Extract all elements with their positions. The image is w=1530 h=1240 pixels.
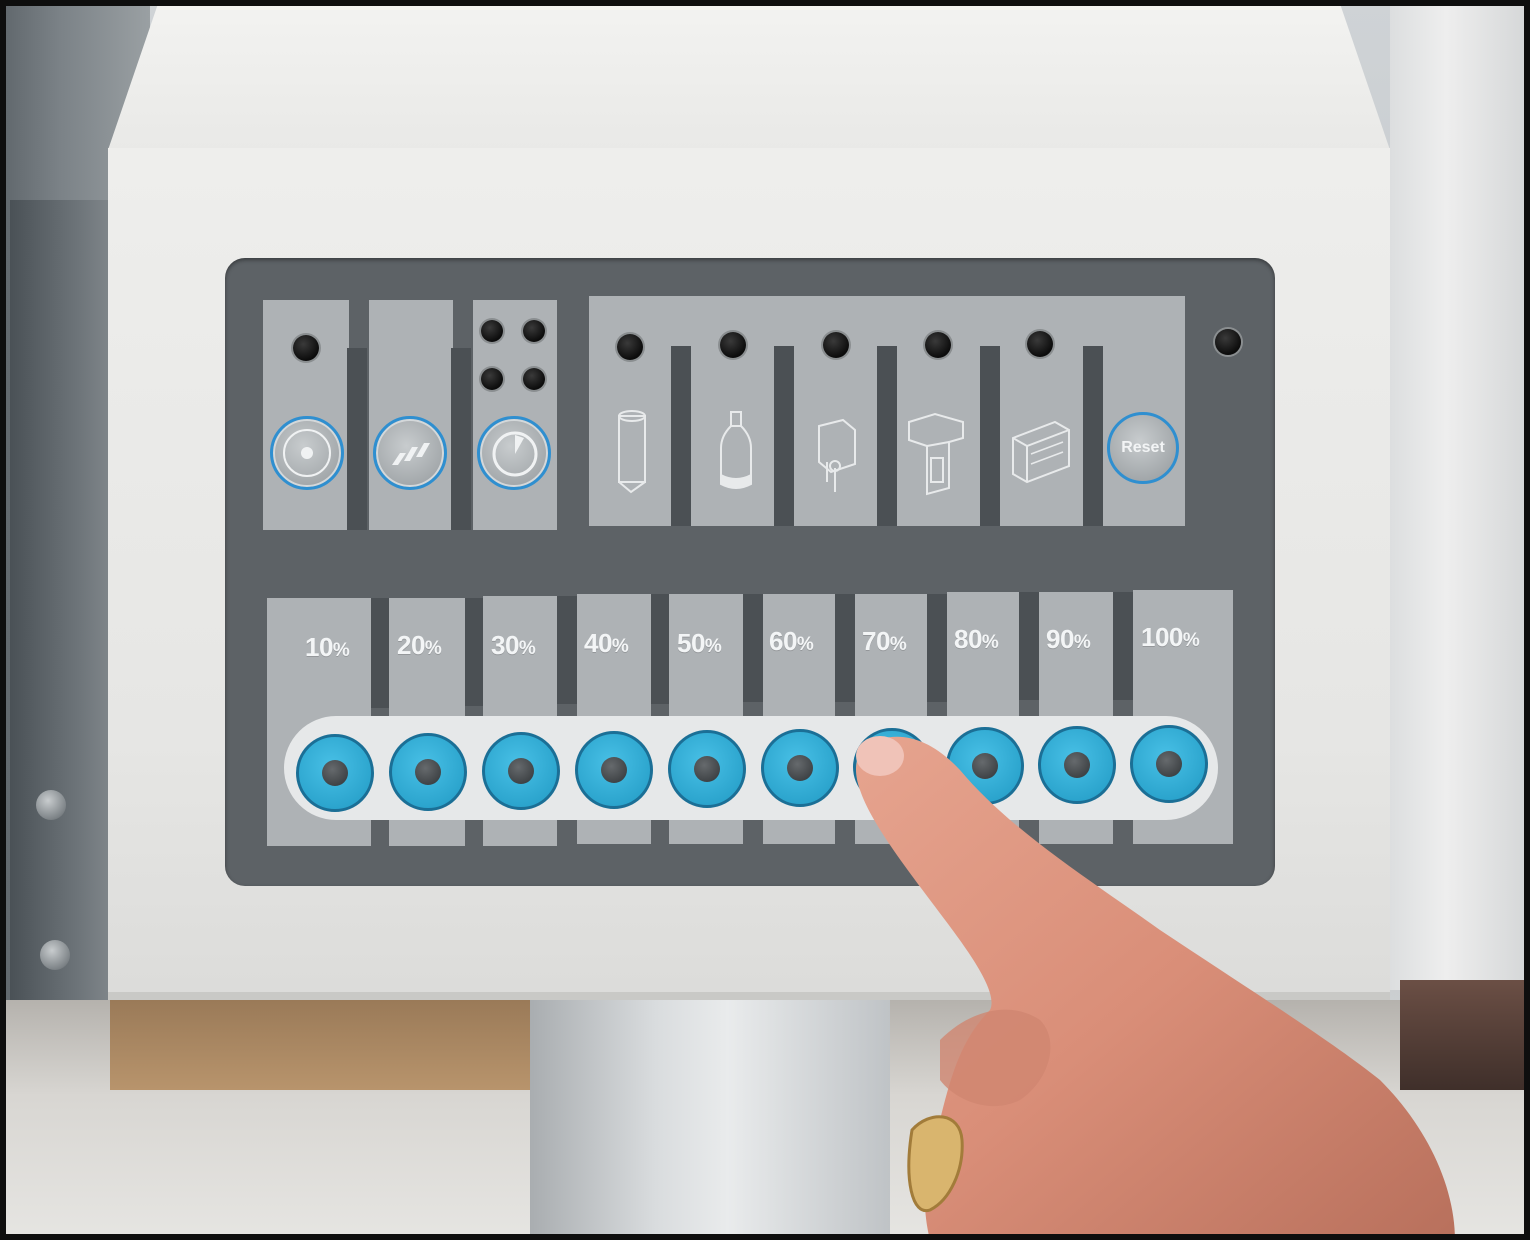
percent-button-20[interactable] (389, 733, 467, 811)
status-led (925, 332, 951, 358)
background-wood (110, 1000, 550, 1090)
bag-icon (818, 418, 856, 492)
percent-label-70: 70% (862, 626, 907, 656)
blocks-button[interactable] (373, 416, 447, 490)
blocks-icon (392, 443, 430, 465)
status-led (617, 334, 643, 360)
percent-label-30: 30% (491, 630, 536, 660)
dispenser-icon (908, 412, 964, 496)
status-led (720, 332, 746, 358)
tile-divider (980, 346, 1000, 526)
percent-label-10: 10% (305, 632, 350, 662)
tile-divider (671, 346, 691, 526)
status-led (481, 320, 503, 342)
percent-button-60[interactable] (761, 729, 839, 807)
function-tile (369, 300, 453, 530)
tile-divider (1019, 592, 1039, 700)
tile-divider (927, 594, 947, 702)
tile-divider (557, 596, 577, 704)
status-led (481, 368, 503, 390)
status-led (523, 320, 545, 342)
adjacent-machine (1390, 0, 1530, 990)
status-led (1027, 331, 1053, 357)
tile-divider (743, 594, 763, 702)
disc-button[interactable] (270, 416, 344, 490)
tile-divider (1083, 346, 1103, 526)
bottle-icon (720, 411, 752, 489)
timer-button[interactable] (477, 416, 551, 490)
housing-top (108, 0, 1390, 150)
tile-divider (651, 594, 669, 704)
adjacent-machine-base (1400, 980, 1530, 1090)
status-led (523, 368, 545, 390)
paper-roll-icon (618, 410, 646, 494)
tile-divider (877, 346, 897, 526)
bolt (36, 790, 66, 820)
percent-label-50: 50% (677, 628, 722, 658)
button-center (1064, 752, 1090, 778)
status-led (293, 335, 319, 361)
button-center (1156, 751, 1182, 777)
disc-icon (283, 429, 331, 477)
percent-label-20: 20% (397, 630, 442, 660)
reset-label: Reset (1121, 439, 1165, 456)
tile-divider (1113, 592, 1133, 700)
timer-icon (492, 431, 538, 477)
percent-label-40: 40% (584, 628, 629, 658)
percent-button-30[interactable] (482, 732, 560, 810)
button-center (322, 760, 348, 786)
reset-button[interactable]: Reset (1107, 412, 1179, 484)
disc-center-icon (301, 447, 313, 459)
tile-divider (835, 594, 855, 702)
percent-label-60: 60% (769, 626, 814, 656)
tile-divider (451, 348, 471, 530)
button-center (601, 757, 627, 783)
percent-button-40[interactable] (575, 731, 653, 809)
tile-divider (347, 348, 367, 530)
button-center (972, 753, 998, 779)
tile-divider (465, 598, 483, 706)
button-center (787, 755, 813, 781)
background-post (10, 200, 120, 1120)
reset-tile (1103, 296, 1185, 526)
percent-button-10[interactable] (296, 734, 374, 812)
button-center (415, 759, 441, 785)
percent-label-90: 90% (1046, 624, 1091, 654)
status-led (1215, 329, 1241, 355)
percent-button-100[interactable] (1130, 725, 1208, 803)
button-center (508, 758, 534, 784)
tile-divider (371, 598, 389, 708)
button-center (694, 756, 720, 782)
status-led (823, 332, 849, 358)
bolt (40, 940, 70, 970)
percent-label-80: 80% (954, 624, 999, 654)
box-icon (1012, 420, 1070, 484)
machine-column (530, 995, 890, 1240)
percent-label-100: 100% (1141, 622, 1200, 652)
percent-button-90[interactable] (1038, 726, 1116, 804)
tile-divider (774, 346, 794, 526)
percent-button-50[interactable] (668, 730, 746, 808)
